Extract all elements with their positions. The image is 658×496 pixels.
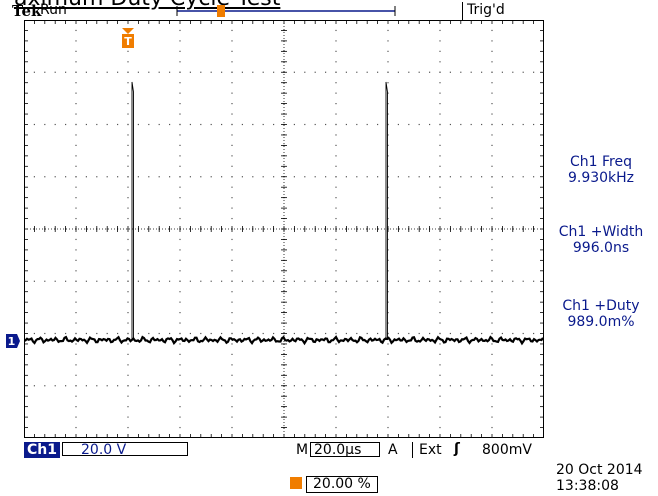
trigger-t-icon [122, 34, 134, 48]
trigger-status: Trig'd [462, 2, 505, 20]
trigger-position-icon [217, 5, 225, 17]
measurement-value: 989.0m% [567, 314, 635, 330]
trigger-icon [290, 477, 302, 489]
waveform-spike [131, 81, 134, 340]
measurement-label: Ch1 +Duty [562, 298, 640, 314]
page-title: aximum Duty Cycle Test [14, 0, 280, 11]
brand-logo: Tek [12, 2, 42, 20]
volts-per-div[interactable]: 20.0 V [62, 442, 188, 457]
measurement-value: 996.0ns [572, 240, 630, 256]
measurement-ch1-duty: Ch1 +Duty 989.0m% [548, 298, 654, 330]
measurement-ch1-width: Ch1 +Width 996.0ns [548, 224, 654, 256]
trigger-source[interactable]: Ext [412, 442, 442, 458]
trigger-mode: A [388, 442, 398, 458]
timebase-value[interactable]: 20.0µs [310, 442, 380, 458]
timestamp: 20 Oct 2014 13:38:08 [556, 462, 643, 494]
trigger-level[interactable]: 800mV [482, 442, 532, 458]
channel-badge[interactable]: Ch1 [24, 442, 60, 458]
waveform-spike [385, 81, 388, 340]
trigger-position-readout: 20.00 % [290, 476, 378, 493]
waveform-trace [24, 335, 544, 346]
record-position-bar[interactable] [176, 5, 396, 17]
svg-text:1: 1 [8, 335, 16, 348]
measurement-label: Ch1 Freq [570, 154, 632, 170]
measurement-value: 9.930kHz [567, 170, 635, 186]
trigger-t-letter: T [124, 35, 132, 48]
date-text: 20 Oct 2014 [556, 462, 643, 478]
measurement-label: Ch1 +Width [558, 224, 644, 240]
measurement-ch1-freq: Ch1 Freq 9.930kHz [548, 154, 654, 186]
status-bar: Tek Run Trig'd [0, 0, 658, 22]
run-status: Run [40, 2, 67, 18]
waveform-display[interactable]: T [24, 20, 544, 438]
channel1-ground-marker[interactable]: 1 [6, 334, 20, 348]
trigger-arrow-icon [122, 28, 134, 34]
timebase-prefix: M [296, 442, 309, 458]
time-text: 13:38:08 [556, 478, 619, 494]
settings-bar: Ch1 20.0 V M 20.0µs A Ext ʃ 800mV [24, 440, 584, 460]
rising-edge-icon: ʃ [454, 441, 460, 457]
trigger-position-value: 20.00 % [306, 476, 378, 493]
